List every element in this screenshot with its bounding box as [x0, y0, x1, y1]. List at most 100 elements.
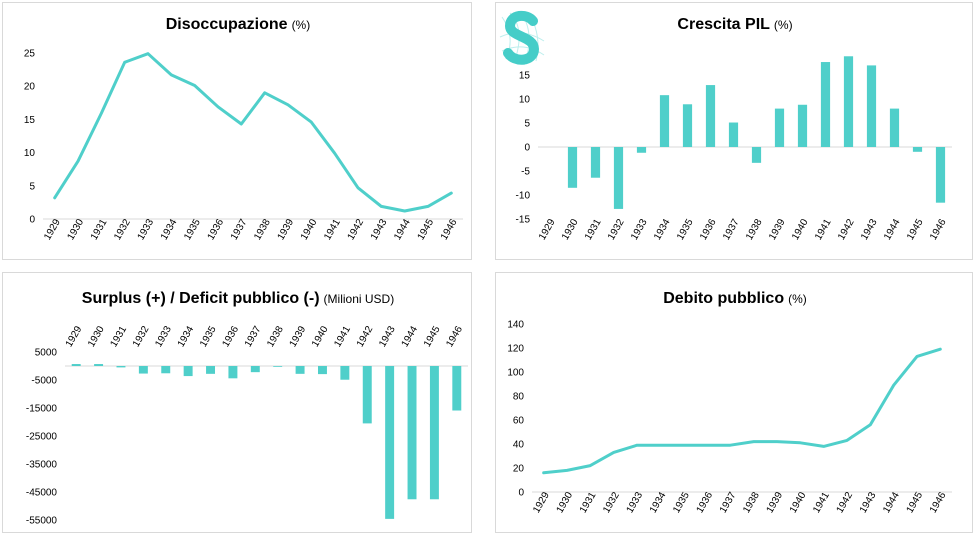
bar	[820, 62, 831, 147]
chart-title: Debito pubblico (%)	[663, 290, 807, 307]
bar	[273, 366, 283, 367]
x-tick-label: 1934	[652, 217, 673, 242]
y-tick-label: 120	[507, 344, 524, 355]
x-tick-label: 1934	[648, 490, 669, 515]
y-tick-label: 15	[24, 115, 36, 126]
x-tick-label: 1931	[89, 217, 110, 242]
bar	[843, 56, 854, 147]
bar	[138, 366, 148, 374]
x-tick-label: 1940	[310, 324, 331, 349]
chart-svg: Crescita PIL(%)-15-10-505101520192919301…	[516, 16, 952, 242]
y-tick-label: -45000	[26, 488, 58, 499]
x-tick-label: 1943	[369, 217, 390, 242]
x-tick-label: 1943	[858, 490, 879, 515]
chart-title-main: Surplus (+) / Deficit pubblico (-)	[82, 290, 320, 307]
y-tick-label: -55000	[26, 516, 58, 527]
x-tick-label: 1929	[42, 217, 63, 242]
x-tick-label: 1941	[813, 217, 834, 242]
y-tick-label: 60	[513, 416, 525, 427]
y-tick-label: 0	[518, 488, 524, 499]
y-tick-label: 25	[24, 49, 36, 60]
chart-panel-debito: Debito pubblico (%) 0 20 40 60 80 100 120 140 1929…	[495, 272, 973, 533]
x-tick-label: 1941	[332, 324, 353, 349]
chart-title-unit: (%)	[788, 292, 807, 306]
y-tick-label: -5000	[31, 376, 57, 387]
x-tick-label: 1934	[159, 217, 180, 242]
bar	[407, 366, 417, 500]
x-tick-label: 1940	[299, 217, 320, 242]
x-tick-label: 1930	[555, 490, 576, 515]
y-tick-label: 15	[519, 71, 531, 82]
x-tick-label: 1937	[721, 217, 742, 242]
x-tick-label: 1946	[928, 490, 949, 515]
y-tick-label: 100	[507, 368, 524, 379]
chart-title: Disoccupazione (%)	[166, 16, 310, 33]
x-tick-label: 1941	[811, 490, 832, 515]
x-tick-label: 1945	[422, 324, 443, 349]
x-tick-label: 1943	[377, 324, 398, 349]
x-tick-label: 1935	[671, 490, 692, 515]
y-tick-label: 140	[507, 320, 524, 331]
bar	[161, 366, 171, 374]
x-tick-label: 1943	[859, 217, 880, 242]
chart-title-unit: (%)	[774, 18, 793, 32]
x-tick-label: 1938	[252, 217, 273, 242]
x-tick-label: 1939	[765, 490, 786, 515]
bar	[452, 366, 462, 411]
y-tick-label: 5	[29, 181, 35, 192]
x-tick-label: 1939	[276, 217, 297, 242]
bar	[728, 122, 739, 147]
y-tick-label: -15000	[26, 404, 58, 415]
x-tick-label: 1930	[560, 217, 581, 242]
x-tick-label: 1932	[112, 217, 133, 242]
series-line	[53, 52, 453, 213]
bar	[71, 364, 81, 366]
x-tick-label: 1930	[86, 324, 107, 349]
bar	[429, 366, 439, 500]
x-tick-label: 1935	[182, 217, 203, 242]
bar	[613, 147, 624, 209]
y-tick-label: -10	[516, 191, 531, 202]
x-tick-label: 1929	[64, 324, 85, 349]
bar	[116, 366, 126, 368]
bar	[228, 366, 238, 379]
y-tick-label: 5	[524, 119, 530, 130]
chart-title-main: Debito pubblico	[663, 290, 784, 307]
x-tick-label: 1938	[265, 324, 286, 349]
x-tick-label: 1942	[835, 490, 856, 515]
bar	[682, 104, 693, 147]
x-tick-label: 1942	[355, 324, 376, 349]
x-tick-label: 1936	[206, 217, 227, 242]
x-tick-label: 1944	[882, 217, 903, 242]
bar	[183, 366, 193, 377]
x-tick-label: 1930	[66, 217, 87, 242]
y-tick-label: 20	[513, 464, 525, 475]
y-tick-label: 10	[24, 148, 36, 159]
x-tick-label: 1944	[881, 490, 902, 515]
bar	[866, 65, 877, 147]
x-tick-label: 1933	[136, 217, 157, 242]
y-tick-label: -5	[521, 167, 530, 178]
x-tick-label: 1946	[439, 217, 460, 242]
x-tick-label: 1931	[583, 217, 604, 242]
y-tick-label: 0	[29, 215, 35, 226]
x-tick-label: 1944	[400, 324, 421, 349]
x-tick-label: 1936	[220, 324, 241, 349]
x-tick-label: 1931	[578, 490, 599, 515]
bar	[340, 366, 350, 380]
chart-svg: Surplus (+) / Deficit pubblico (-) (Milio…	[26, 290, 468, 527]
s-logo-icon	[496, 7, 548, 69]
x-tick-label: 1935	[198, 324, 219, 349]
x-tick-label: 1939	[288, 324, 309, 349]
x-tick-label: 1929	[537, 217, 558, 242]
x-tick-label: 1935	[675, 217, 696, 242]
chart-title-main: Crescita PIL	[677, 16, 770, 33]
y-tick-label: 5000	[35, 348, 58, 359]
x-tick-label: 1945	[905, 217, 926, 242]
bar	[912, 147, 923, 152]
x-tick-label: 1934	[176, 324, 197, 349]
x-tick-label: 1929	[531, 490, 552, 515]
chart-svg: Debito pubblico (%) 0 20 40 60 80 100 120 140 1929…	[507, 290, 952, 515]
y-tick-label: -25000	[26, 432, 58, 443]
